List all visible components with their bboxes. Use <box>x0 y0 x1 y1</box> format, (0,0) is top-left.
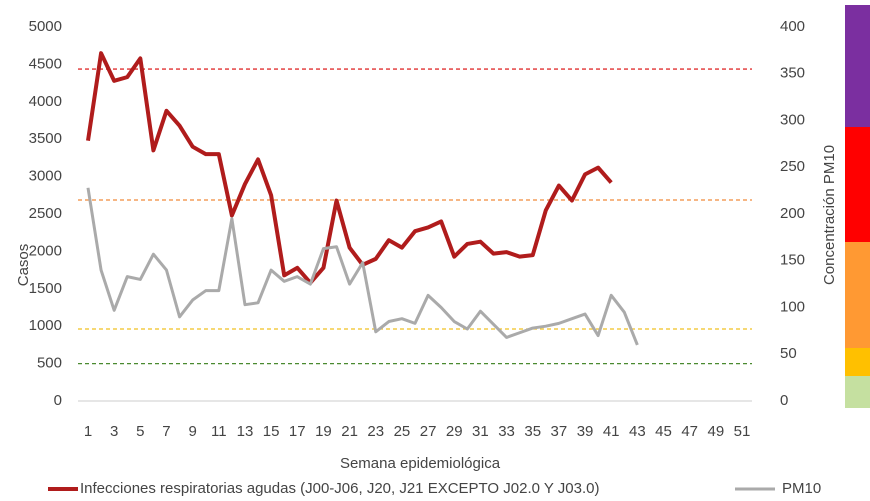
y2-tick-label: 0 <box>780 392 788 409</box>
band-orange <box>845 242 870 348</box>
x-tick-label: 43 <box>629 423 646 440</box>
y-axis-label: Casos <box>15 244 32 287</box>
y2-tick-label: 400 <box>780 18 805 35</box>
x-tick-label: 31 <box>472 423 489 440</box>
x-tick-label: 23 <box>367 423 384 440</box>
x-tick-label: 25 <box>394 423 411 440</box>
x-tick-label: 5 <box>136 423 144 440</box>
y-tick-label: 1000 <box>29 317 62 334</box>
x-tick-label: 27 <box>420 423 437 440</box>
series-line <box>86 187 639 346</box>
y-tick-label: 4500 <box>29 55 62 72</box>
x-tick-label: 17 <box>289 423 306 440</box>
y2-tick-label: 50 <box>780 345 797 362</box>
y-tick-label: 3500 <box>29 130 62 147</box>
band-purple <box>845 5 870 127</box>
x-tick-label: 39 <box>577 423 594 440</box>
y2-tick-label: 300 <box>780 111 805 128</box>
x-tick-label: 51 <box>734 423 751 440</box>
y2-tick-label: 250 <box>780 158 805 175</box>
band-yellow <box>845 348 870 376</box>
x-tick-label: 7 <box>162 423 170 440</box>
y-tick-label: 0 <box>54 392 62 409</box>
x-tick-label: 47 <box>681 423 698 440</box>
x-tick-label: 9 <box>188 423 196 440</box>
x-tick-label: 49 <box>707 423 724 440</box>
x-tick-label: 11 <box>211 423 227 440</box>
x-tick-label: 35 <box>524 423 541 440</box>
y-tick-label: 4000 <box>29 93 62 110</box>
series-line <box>86 51 613 285</box>
x-tick-label: 21 <box>341 423 358 440</box>
x-tick-label: 41 <box>603 423 620 440</box>
x-tick-label: 1 <box>84 423 92 440</box>
legend-label: PM10 <box>782 480 821 497</box>
x-tick-label: 19 <box>315 423 332 440</box>
y2-tick-label: 150 <box>780 252 805 269</box>
x-tick-label: 15 <box>263 423 280 440</box>
legend-label: Infecciones respiratorias agudas (J00-J0… <box>80 480 599 497</box>
x-tick-label: 3 <box>110 423 118 440</box>
band-green <box>845 376 870 408</box>
y2-tick-label: 350 <box>780 65 805 82</box>
y-tick-label: 2500 <box>29 205 62 222</box>
x-tick-label: 45 <box>655 423 672 440</box>
x-tick-label: 33 <box>498 423 515 440</box>
x-axis-label: Semana epidemiológica <box>340 455 501 472</box>
y-tick-label: 500 <box>37 355 62 372</box>
x-tick-label: 29 <box>446 423 463 440</box>
x-tick-label: 37 <box>551 423 568 440</box>
y2-tick-label: 200 <box>780 205 805 222</box>
y-tick-label: 5000 <box>29 18 62 35</box>
y-tick-label: 2000 <box>29 242 62 259</box>
y-tick-label: 1500 <box>29 280 62 297</box>
x-tick-label: 13 <box>237 423 254 440</box>
y2-tick-label: 100 <box>780 298 805 315</box>
band-red <box>845 127 870 242</box>
y2-axis-label: Concentración PM10 <box>821 145 838 285</box>
y-tick-label: 3000 <box>29 168 62 185</box>
